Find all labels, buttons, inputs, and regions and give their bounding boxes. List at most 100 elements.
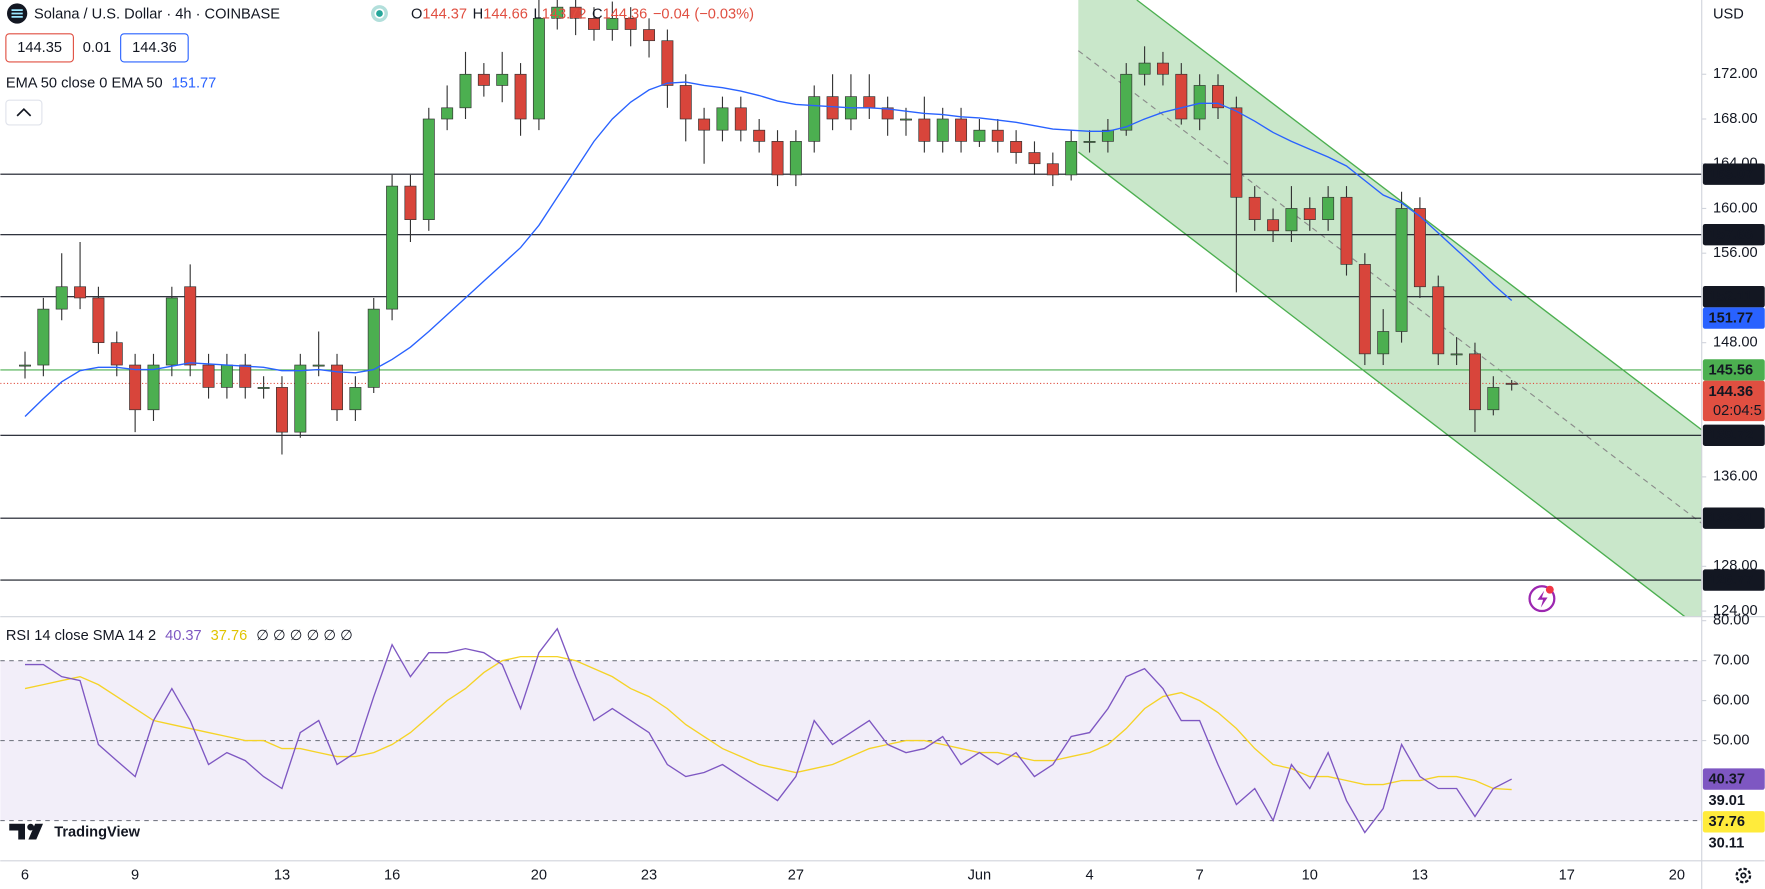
level-label-bg bbox=[1702, 359, 1765, 381]
y-tick-label: 160.00 bbox=[1713, 200, 1758, 216]
candle-body bbox=[1046, 163, 1059, 176]
candle-body bbox=[184, 286, 197, 366]
collapse-button[interactable] bbox=[5, 99, 43, 126]
rsi-legend: RSI 14 close SMA 14 2 40.37 37.76 ∅ ∅ ∅ ∅ ∅… bbox=[6, 628, 353, 644]
level-label: 145.56 bbox=[1708, 362, 1753, 378]
level-label: 139.72 bbox=[1708, 428, 1753, 444]
candle-body bbox=[1432, 286, 1445, 355]
level-label-bg bbox=[1702, 223, 1765, 246]
level-label-bg bbox=[1702, 286, 1765, 308]
candle-body bbox=[716, 107, 729, 131]
candle-body bbox=[441, 107, 454, 120]
candle-body bbox=[1248, 196, 1261, 220]
candle-body bbox=[1413, 208, 1426, 288]
candle-body bbox=[789, 141, 802, 176]
candle-body bbox=[55, 286, 68, 310]
alert-bolt bbox=[1537, 590, 1548, 608]
candle-body bbox=[496, 73, 509, 86]
x-tick-label: 7 bbox=[1196, 867, 1204, 883]
ohlc-value: 144.36 bbox=[603, 6, 648, 22]
candle-body bbox=[679, 85, 692, 120]
channel-mid bbox=[1077, 50, 1702, 524]
candle-body bbox=[257, 387, 270, 389]
y-axis-label: USD bbox=[1713, 6, 1744, 22]
alert-icon[interactable] bbox=[1528, 585, 1556, 613]
candle-body bbox=[661, 40, 674, 86]
channel-lower bbox=[1077, 151, 1686, 617]
ohlc-letter: O bbox=[411, 6, 422, 22]
candle-body bbox=[1487, 387, 1500, 411]
candle-body bbox=[1340, 196, 1353, 265]
ohlc-value: 143.72 bbox=[542, 6, 587, 22]
candle-body bbox=[1377, 331, 1390, 355]
y-tick-label: 148.00 bbox=[1713, 335, 1758, 351]
rsi-legend-value: 40.37 bbox=[165, 628, 202, 644]
y-tick-label: 80.00 bbox=[1713, 613, 1750, 629]
bid[interactable]: 144.35 bbox=[17, 40, 62, 56]
rsi-line bbox=[24, 655, 1512, 791]
branding: TradingView bbox=[54, 825, 140, 841]
x-tick-label: 4 bbox=[1085, 867, 1093, 883]
change: −0.04 bbox=[653, 6, 690, 22]
candle-body bbox=[1175, 73, 1188, 120]
y-tick-label: 172.00 bbox=[1713, 66, 1758, 82]
candle-body bbox=[643, 29, 656, 42]
candle-body bbox=[459, 73, 472, 109]
candle-body bbox=[955, 118, 968, 142]
y-tick-label: 124.00 bbox=[1713, 603, 1758, 619]
ema-value-label: 151.77 bbox=[1708, 311, 1753, 327]
candle-body bbox=[165, 297, 178, 366]
ema-line bbox=[24, 81, 1513, 417]
rsi-axis-value: 39.01 bbox=[1708, 793, 1745, 809]
candle-body bbox=[624, 18, 637, 30]
candle-body bbox=[1101, 129, 1114, 142]
rsi-axis-value: 30.11 bbox=[1708, 836, 1744, 852]
ask-box[interactable] bbox=[120, 33, 189, 63]
header: Solana / U.S. Dollar · 4h · COINBASE O144… bbox=[5, 3, 1752, 884]
candle-body bbox=[1120, 73, 1133, 131]
candle-body bbox=[367, 308, 380, 388]
x-tick-label: 17 bbox=[1559, 867, 1575, 883]
candle-body bbox=[734, 107, 747, 131]
candle-body bbox=[1193, 85, 1206, 120]
symbol-icon-mark bbox=[11, 9, 23, 18]
candle-body bbox=[1303, 208, 1316, 220]
candle-body bbox=[349, 387, 362, 411]
candle-body bbox=[220, 364, 233, 388]
rsi-value-label: 37.76 bbox=[1708, 814, 1745, 830]
x-tick-label: 6 bbox=[21, 867, 29, 883]
settings-icon[interactable] bbox=[1735, 867, 1752, 884]
candle-body bbox=[147, 364, 160, 411]
bid-box[interactable] bbox=[5, 33, 74, 63]
y-tick-label: 50.00 bbox=[1713, 732, 1750, 748]
candle-body bbox=[110, 342, 123, 366]
rsi-value-label-bg bbox=[1702, 768, 1765, 790]
candle-body bbox=[386, 185, 399, 310]
level-label-bg bbox=[1702, 507, 1765, 529]
candle-body bbox=[771, 141, 784, 176]
candle-body bbox=[1028, 152, 1041, 165]
candle-body bbox=[1322, 196, 1335, 220]
candle-body bbox=[129, 364, 142, 411]
candle-body bbox=[74, 286, 87, 299]
candle-body bbox=[808, 96, 821, 142]
candle-body bbox=[1138, 62, 1151, 75]
x-tick-label: 20 bbox=[1669, 867, 1685, 883]
ask[interactable]: 144.36 bbox=[132, 40, 177, 56]
y-tick-label: 156.00 bbox=[1713, 245, 1758, 261]
y-tick-label: 70.00 bbox=[1713, 652, 1750, 668]
rsi-line bbox=[25, 627, 1512, 834]
ohlc-value: 144.37 bbox=[422, 6, 467, 22]
level-label-bg bbox=[1702, 163, 1765, 185]
candle-body bbox=[19, 364, 31, 367]
candle-body bbox=[514, 73, 527, 120]
candle-body bbox=[1358, 264, 1371, 355]
rsi-pane bbox=[0, 627, 1702, 834]
level-label-bg bbox=[1702, 569, 1765, 591]
candle-body bbox=[588, 18, 600, 30]
ema-legend: EMA 50 close 0 EMA 50 151.77 bbox=[6, 75, 216, 91]
candle-body bbox=[532, 18, 545, 120]
candle-body bbox=[991, 129, 1004, 142]
legend-value: 151.77 bbox=[172, 75, 217, 91]
